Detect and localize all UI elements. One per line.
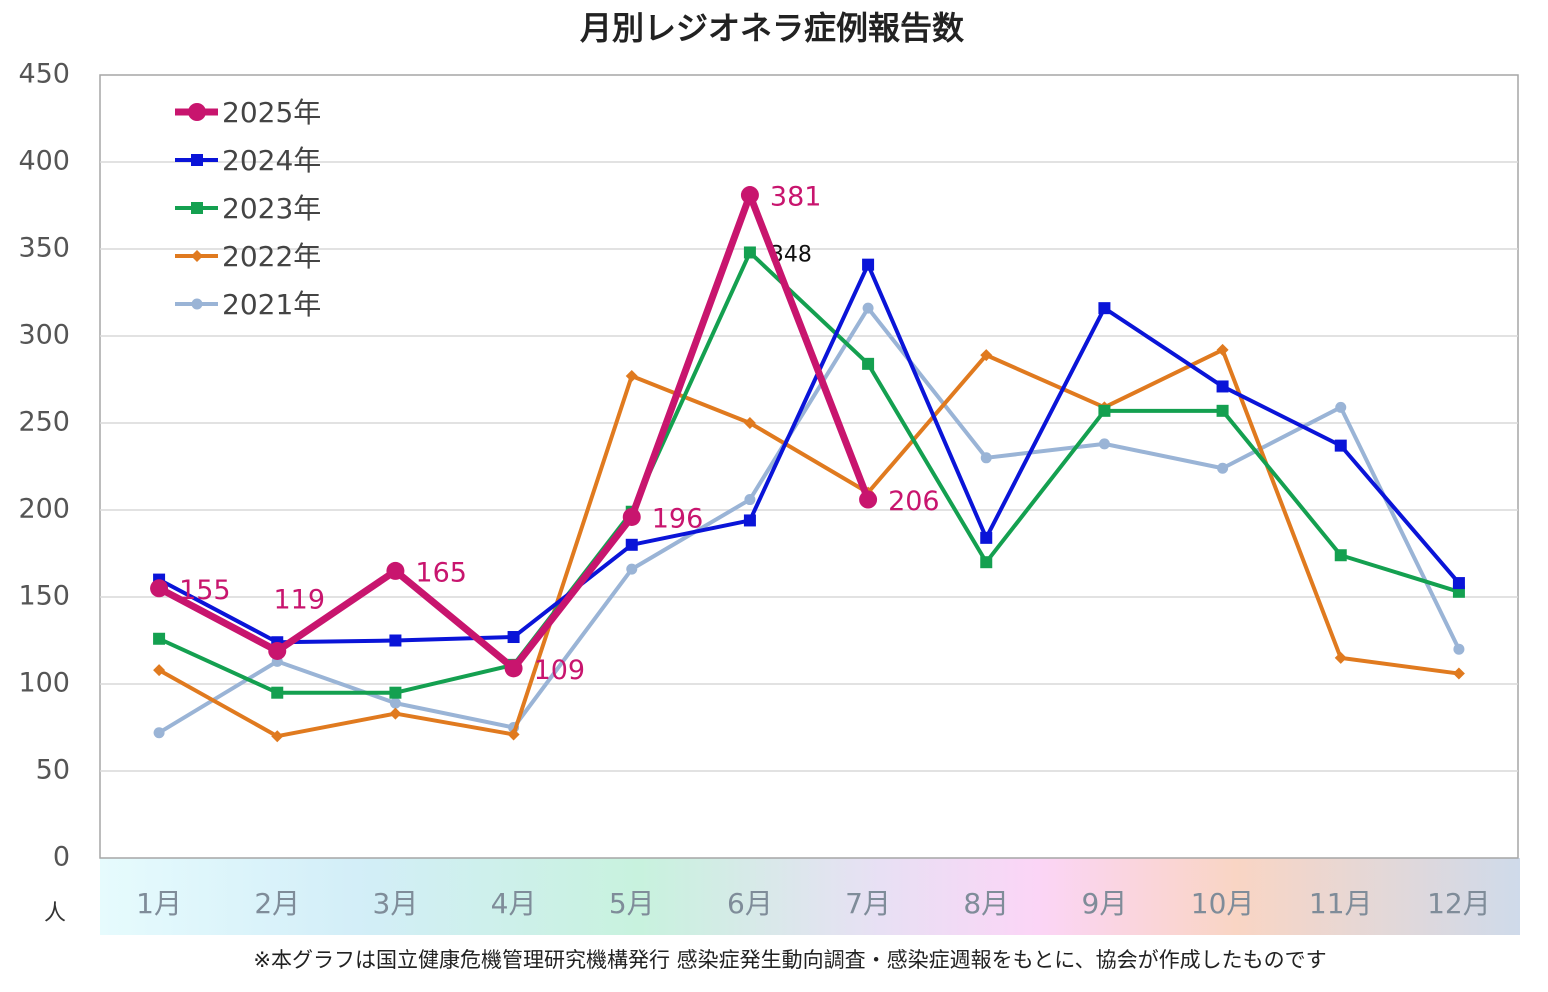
data-point [744, 494, 756, 506]
plot-frame [99, 74, 1519, 859]
x-tick-label: 7月 [845, 887, 891, 920]
x-tick-label: 1月 [136, 887, 182, 920]
data-point [743, 417, 756, 429]
data-point [389, 686, 402, 699]
data-point [153, 664, 166, 677]
y-tick-label: 200 [18, 494, 70, 525]
data-point [1098, 404, 1111, 417]
data-point [1453, 643, 1465, 655]
data-point [1334, 549, 1347, 562]
data-point [389, 697, 401, 709]
y-tick-label: 300 [18, 320, 70, 351]
x-tick-label: 8月 [963, 887, 1009, 920]
series-line [158, 262, 1461, 645]
data-point [153, 632, 166, 645]
data-label: 381 [770, 182, 822, 213]
legend-label: 2024年 [222, 144, 321, 177]
data-point [740, 186, 759, 205]
data-label: 109 [534, 655, 586, 686]
x-tick-label: 9月 [1082, 887, 1128, 920]
data-point [625, 538, 638, 551]
data-point [1217, 462, 1229, 474]
data-point [980, 349, 993, 362]
y-tick-label: 150 [18, 581, 70, 612]
data-label: 119 [273, 584, 325, 615]
y-tick-label: 400 [18, 146, 70, 177]
data-point [268, 641, 287, 660]
y-unit: 人 [44, 901, 66, 926]
data-point [625, 370, 638, 383]
legend-marker [191, 154, 203, 166]
data-point [980, 452, 992, 464]
data-point [1452, 577, 1465, 590]
data-point [1334, 651, 1347, 664]
data-point [504, 659, 523, 678]
data-point [862, 302, 874, 314]
data-point [1335, 401, 1347, 413]
legend-marker [188, 103, 206, 121]
legend-marker [191, 250, 203, 262]
footnote: ※本グラフは国立健康危機管理研究機構発行 感染症発生動向調査・感染症週報をもとに… [253, 948, 1326, 972]
data-point [507, 728, 520, 741]
legend-marker [191, 298, 203, 310]
data-point [743, 246, 756, 259]
y-tick-label: 350 [18, 233, 70, 264]
y-tick-label: 450 [18, 59, 70, 90]
series-line [158, 306, 1461, 735]
data-point [862, 258, 875, 271]
data-point [1216, 380, 1229, 393]
data-point [1098, 438, 1110, 450]
data-point [743, 514, 756, 527]
data-point [386, 561, 405, 580]
data-point [271, 686, 284, 699]
data-label: 155 [179, 575, 231, 606]
legend-label: 2025年 [222, 96, 321, 129]
data-point [1334, 439, 1347, 452]
series-line [158, 347, 1460, 739]
x-tick-label: 3月 [373, 887, 419, 920]
x-tick-label: 4月 [491, 887, 537, 920]
series-line [158, 250, 1460, 695]
y-tick-label: 250 [18, 407, 70, 438]
data-point [1452, 667, 1465, 680]
x-tick-label: 2月 [254, 887, 300, 920]
data-point [859, 490, 878, 509]
data-point [389, 634, 402, 647]
legend-marker [191, 202, 203, 214]
y-tick-label: 100 [18, 668, 70, 699]
data-label: 206 [888, 486, 940, 517]
legend-label: 2023年 [222, 192, 321, 225]
data-point [271, 730, 284, 743]
data-label: 196 [652, 503, 704, 534]
data-point [1098, 302, 1111, 315]
data-point [1216, 343, 1229, 356]
data-point [980, 556, 993, 569]
chart-title: 月別レジオネラ症例報告数 [580, 9, 965, 47]
data-point [150, 579, 169, 598]
data-point [862, 357, 875, 370]
data-point [626, 563, 638, 575]
x-tick-label: 10月 [1191, 887, 1255, 920]
y-tick-label: 50 [36, 755, 70, 786]
x-tick-label: 6月 [727, 887, 773, 920]
legend-label: 2022年 [222, 240, 321, 273]
data-point [1216, 404, 1229, 417]
x-tick-label: 5月 [609, 887, 655, 920]
data-label: 165 [415, 557, 467, 588]
data-point [980, 531, 993, 544]
y-tick-label: 0 [53, 842, 70, 873]
data-point [389, 707, 402, 720]
data-point [507, 631, 520, 644]
x-tick-label: 11月 [1309, 887, 1373, 920]
x-tick-label: 12月 [1427, 887, 1491, 920]
data-point [153, 727, 165, 739]
legend-label: 2021年 [222, 288, 321, 321]
x-axis-band [100, 858, 1520, 935]
data-point [622, 507, 641, 526]
